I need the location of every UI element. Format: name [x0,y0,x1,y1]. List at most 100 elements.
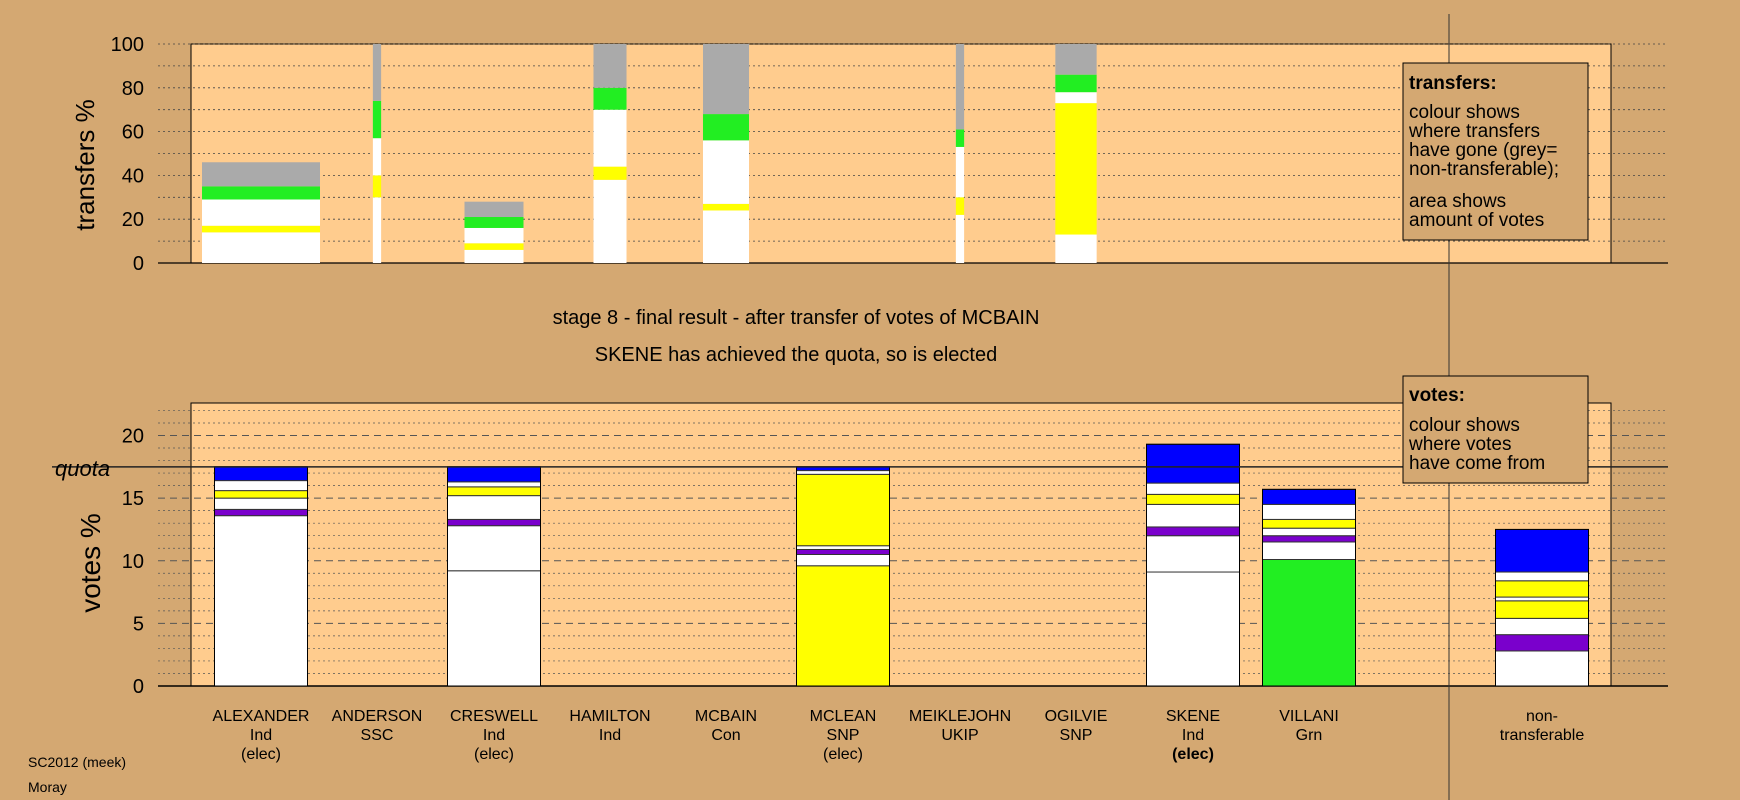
transfers-legend-line: area shows [1409,191,1506,212]
candidate-label: SSC [361,727,394,744]
transfers-legend-line: amount of votes [1409,210,1544,231]
vote-bar-segment [1147,494,1240,504]
vote-bar-segment [1263,519,1356,528]
transfer-bar-segment [956,215,964,263]
top-ylabel: transfers % [70,99,100,231]
candidate-label: SKENE [1166,708,1220,725]
vote-bar-segment [1263,528,1356,536]
candidate-label: Grn [1296,727,1323,744]
transfer-bar-segment [956,129,964,147]
quota-label: quota [55,456,110,481]
vote-bar-segment [1496,618,1589,634]
candidate-label: MCLEAN [810,708,877,725]
votes-legend: votes: colour shows where votes have com… [1403,376,1588,483]
vote-bar-segment [215,509,308,515]
transfer-bar-segment [593,180,626,263]
vote-bar-segment [1263,542,1356,560]
candidate-label: MCBAIN [695,708,757,725]
vote-bar-segment [1496,529,1589,572]
vote-bar-segment [215,481,308,491]
vote-bar-segment [448,467,541,482]
vote-bar-segment [1147,444,1240,483]
vote-bar-segment [797,554,890,565]
vote-bar-segment [1263,559,1356,686]
y-tick-label: 60 [122,122,144,144]
vote-bar-segment [1147,572,1240,686]
vote-bar-segment [797,549,890,554]
vote-bar-segment [448,571,541,686]
transfer-bar-segment [956,147,964,197]
transfer-bar-segment [373,197,381,263]
transfer-bar-segment [465,250,524,263]
vote-bar-segment [1496,635,1589,651]
vote-bar-segment [1147,483,1240,494]
y-tick-label: 0 [133,676,144,698]
transfer-bar-segment [1055,235,1096,263]
vote-bar-segment [1496,601,1589,619]
votes-legend-title: votes: [1409,385,1465,406]
vote-bar-segment [1147,527,1240,536]
candidate-label: non- [1526,708,1558,725]
transfer-bar-segment [202,232,320,263]
transfer-bar-segment [593,110,626,167]
transfer-bar-segment [703,44,749,114]
vote-bar-segment [797,546,890,550]
transfer-bar-segment [956,197,964,215]
candidate-label: (elec) [1172,746,1214,763]
transfers-legend-line: colour shows [1409,102,1520,123]
transfer-bar-segment [593,88,626,110]
transfer-bar-segment [1055,75,1096,93]
candidate-label: (elec) [241,746,281,763]
y-tick-label: 40 [122,165,144,187]
candidate-label: CRESWELL [450,708,538,725]
transfer-bar-segment [703,210,749,263]
candidate-labels: ALEXANDERInd(elec)ANDERSONSSCCRESWELLInd… [213,708,1585,763]
transfers-legend-title: transfers: [1409,73,1497,94]
y-tick-label: 20 [122,209,144,231]
transfer-bar-segment [202,186,320,199]
vote-bar-segment [797,471,890,475]
vote-bar-segment [1147,536,1240,572]
candidate-label: Ind [1182,727,1204,744]
votes-legend-line: colour shows [1409,415,1520,436]
transfer-bar-segment [202,162,320,186]
transfers-legend-line: where transfers [1408,121,1540,142]
candidate-label: VILLANI [1279,708,1339,725]
transfer-bar-segment [373,44,381,101]
candidate-label: ALEXANDER [213,708,310,725]
candidate-label: Ind [250,727,272,744]
votes-legend-line: have come from [1409,453,1545,474]
footer-council: Moray [28,779,67,795]
candidate-label: OGILVIE [1045,708,1108,725]
transfer-bar-segment [703,204,749,211]
vote-bar-segment [1147,504,1240,527]
y-tick-label: 10 [122,551,144,573]
vote-bar-segment [215,498,308,509]
vote-bar-segment [215,467,308,481]
vote-bar-segment [448,482,541,487]
candidate-label: Ind [483,727,505,744]
vote-bar-segment [215,516,308,686]
transfer-bar-segment [373,101,381,138]
candidate-label: SNP [1060,727,1093,744]
vote-bar-segment [797,566,890,686]
candidate-label: HAMILTON [569,708,650,725]
candidate-label: MEIKLEJOHN [909,708,1011,725]
candidate-label: Ind [599,727,621,744]
bottom-ylabel: votes % [75,513,106,613]
vote-bar-segment [448,487,541,496]
vote-bar-segment [1263,504,1356,519]
candidate-label: UKIP [941,727,978,744]
title-line-1: stage 8 - final result - after transfer … [553,307,1040,329]
transfer-bar-segment [1055,92,1096,103]
candidate-label: transferable [1500,727,1585,744]
votes-legend-line: where votes [1408,434,1511,455]
y-tick-label: 80 [122,78,144,100]
transfer-bar-segment [202,199,320,225]
candidate-label: SNP [827,727,860,744]
candidate-label: (elec) [823,746,863,763]
transfer-bar-segment [465,243,524,250]
transfer-bar-segment [373,138,381,175]
transfer-bar-segment [202,226,320,233]
transfers-legend-line: have gone (grey= [1409,140,1557,161]
